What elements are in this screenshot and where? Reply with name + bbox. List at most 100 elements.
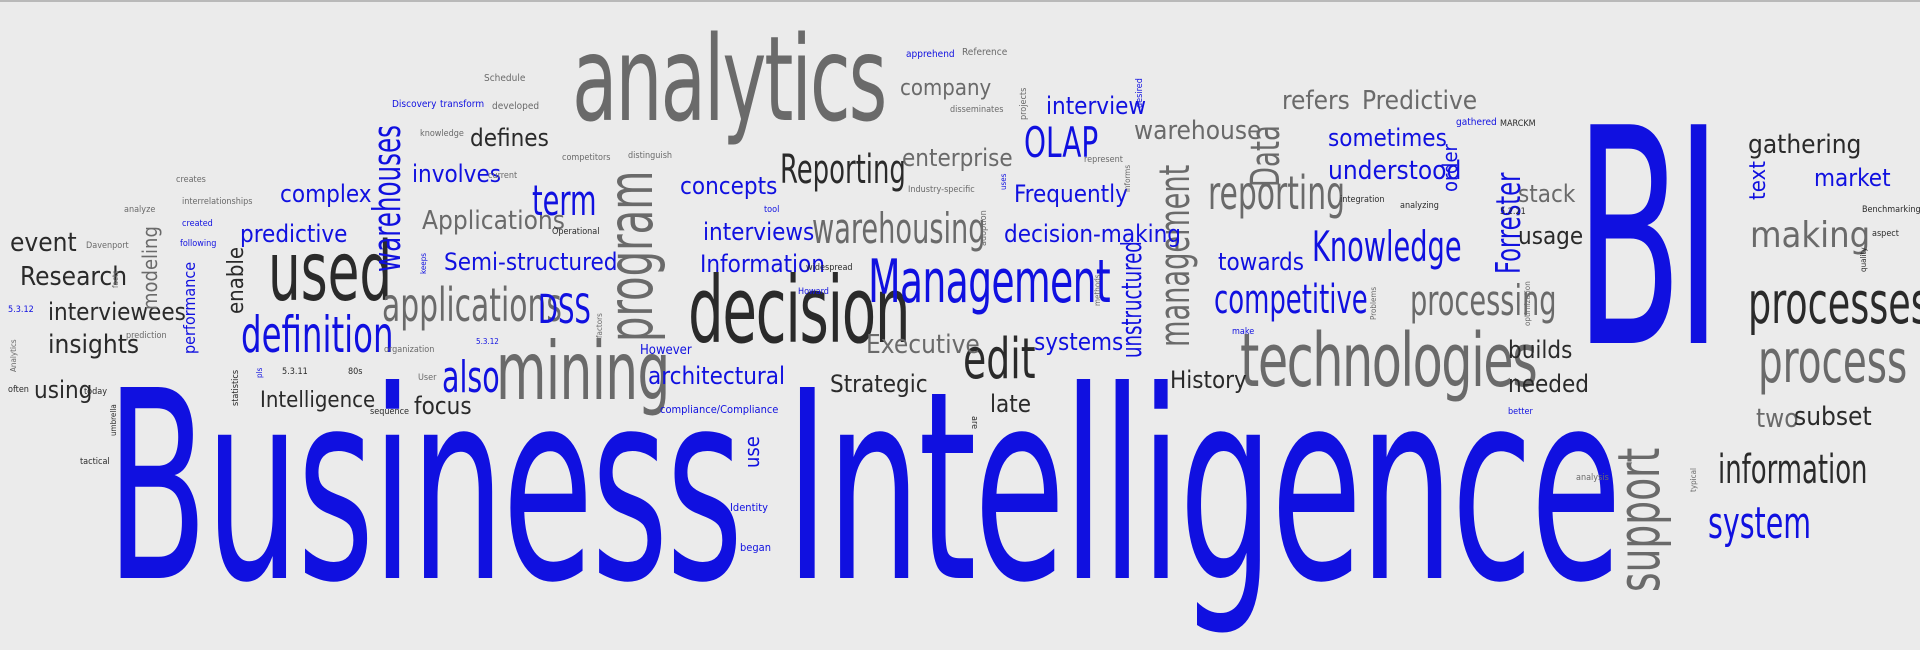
word-reporting-lowercase: reporting [1208, 166, 1346, 220]
word-80s: 80s [348, 367, 363, 377]
word-analyze: analyze [124, 205, 156, 215]
word-towards: towards [1218, 248, 1304, 276]
word-distinguish: distinguish [628, 151, 673, 161]
word-factors: factors [595, 313, 604, 338]
word-desired: desired [1135, 78, 1145, 108]
word-today: today [84, 387, 108, 397]
word-5-3-12-b: 5.3.12 [476, 337, 499, 346]
word-insights: insights [48, 330, 140, 360]
word-organization: organization [384, 345, 435, 355]
word-sequence: sequence [370, 407, 410, 417]
word-bi: BI [1575, 65, 1722, 414]
word-creates: creates [176, 175, 206, 185]
word-frequently: Frequently [1014, 180, 1128, 208]
word-defines: defines [470, 124, 549, 152]
word-predictive: predictive [240, 220, 348, 248]
word-analysis: analysis [1576, 473, 1609, 483]
word-warehouses: warehouses [365, 125, 409, 273]
word-information-blue: Information [700, 250, 825, 278]
word-process: process [1758, 327, 1908, 397]
word-quality: quality [1859, 247, 1868, 272]
word-interview: interview [1046, 92, 1147, 120]
word-refers: refers [1282, 86, 1350, 116]
word-knowledge-small: knowledge [420, 129, 464, 139]
word-complex: complex [280, 180, 372, 208]
word-analytics: analytics [572, 10, 887, 148]
word-term: term [532, 176, 597, 225]
word-research: Research [20, 262, 128, 292]
word-modeling: modeling [138, 226, 162, 310]
word-statistics: statistics [231, 369, 241, 406]
word-strategic: Strategic [830, 370, 928, 398]
word-intelligence-small: Intelligence [260, 388, 376, 413]
word-interrelationships: interrelationships [182, 197, 253, 207]
word-business-intelligence: Business Intelligence [106, 335, 1622, 640]
word-used: used [268, 225, 393, 320]
word-management: Management [868, 247, 1111, 317]
word-created: created [182, 219, 213, 229]
word-adoption: adoption [979, 210, 989, 246]
word-informs: informs [1123, 164, 1132, 192]
word-sometimes: sometimes [1328, 124, 1447, 152]
word-processes: processes [1748, 269, 1920, 337]
word-systems: systems [1034, 328, 1124, 356]
word-making: making [1750, 215, 1871, 256]
word-dss: DSS [538, 287, 591, 333]
word-industry-specific: Industry-specific [908, 185, 975, 195]
word-operational: Operational [552, 227, 600, 237]
word-benchmarking: Benchmarking [1862, 205, 1920, 215]
word-using: using [34, 376, 93, 404]
word-concepts: concepts [680, 172, 778, 200]
word-technologies: technologies [1240, 318, 1538, 404]
word-developed: developed [492, 101, 540, 112]
word-text: text [1746, 160, 1771, 200]
word-processing: processing [1410, 276, 1557, 325]
word-predictive-top: Predictive [1362, 86, 1478, 116]
word-schedule: Schedule [484, 73, 526, 84]
word-user: User [418, 373, 437, 383]
word-prediction: prediction [126, 331, 167, 341]
word-integration: integration [1340, 195, 1385, 205]
word-5-2-21: 5.2.21 [1500, 207, 1526, 217]
word-builds: builds [1508, 336, 1573, 364]
word-make: make [1232, 327, 1255, 337]
word-compliance: compliance/Compliance [660, 403, 779, 416]
word-discovery: Discovery [392, 99, 437, 110]
word-warehouse: warehouse [1134, 116, 1262, 146]
word-understood: understood [1328, 156, 1462, 186]
word-stack: stack [1518, 180, 1576, 208]
word-competitive: competitive [1214, 277, 1368, 323]
word-decision: decision [688, 257, 911, 364]
word-following: following [180, 239, 217, 249]
word-definition: definition [241, 306, 394, 364]
word-5-3-12: 5.3.12 [8, 305, 34, 315]
word-methods: methods [1093, 274, 1102, 306]
word-competitors: competitors [562, 153, 611, 163]
word-enable: enable [224, 246, 249, 314]
word-applications: applications [382, 278, 562, 332]
word-semi-structured: Semi-structured [444, 248, 618, 276]
word-transform: transform [440, 99, 485, 110]
word-company: company [900, 76, 992, 101]
word-information: information [1718, 447, 1868, 493]
word-use: use [740, 436, 764, 468]
word-management-vertical: management [1150, 164, 1199, 347]
word-usage: usage [1518, 222, 1584, 250]
word-problems: Problems [1369, 286, 1378, 320]
word-enterprise: enterprise [902, 144, 1013, 172]
word-involves: involves [412, 160, 501, 188]
word-knowledge: Knowledge [1312, 222, 1462, 271]
word-represent: represent [1084, 155, 1123, 165]
word-analyzing: analyzing [1400, 201, 1439, 211]
word-late: late [990, 390, 1031, 418]
word-focus: focus [414, 392, 472, 420]
word-market: market [1814, 164, 1891, 192]
word-reference: Reference [962, 47, 1008, 58]
word-current: current [488, 171, 518, 181]
word-identity: Identity [730, 501, 768, 514]
word-needed: needed [1508, 370, 1589, 398]
word-marckm: MARCKM [1500, 119, 1536, 129]
word-projects: projects [1019, 87, 1029, 120]
word-interviewees: interviewees [48, 298, 186, 326]
